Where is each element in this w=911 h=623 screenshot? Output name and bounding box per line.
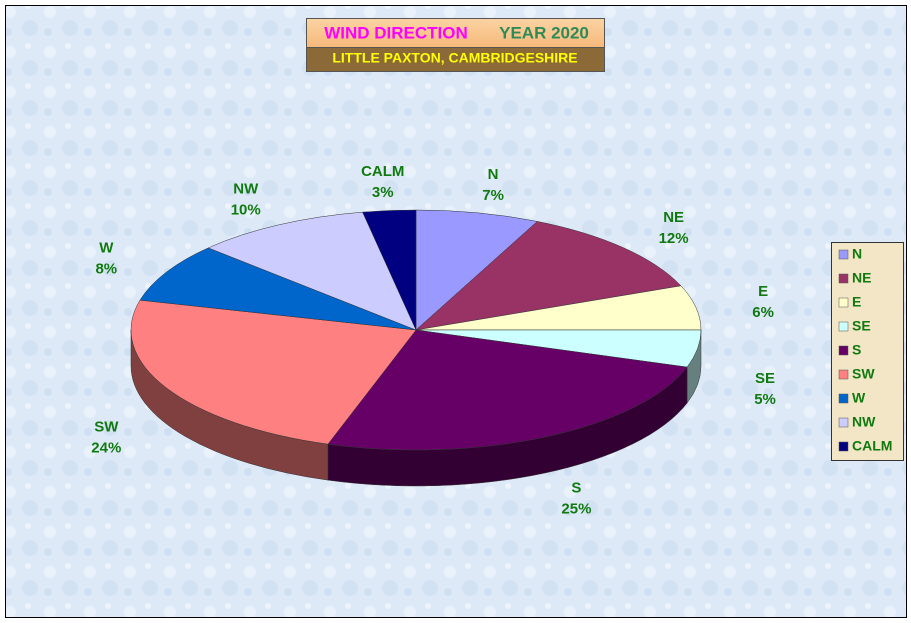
- slice-label: E: [758, 283, 768, 300]
- legend-swatch: [838, 369, 849, 380]
- slice-label: S: [571, 480, 581, 497]
- slice-label: NW: [233, 181, 259, 198]
- legend-label: CALM: [852, 438, 892, 454]
- slice-label: NE: [663, 209, 684, 226]
- slice-value-label: 8%: [95, 260, 117, 277]
- legend-swatch: [838, 321, 849, 332]
- pie: N 7% NE 12% E 6% SE 5% S 25% SW 24% W 8% NW 10% CALM 3%: [91, 163, 776, 518]
- chart-title: WIND DIRECTION: [324, 23, 468, 42]
- legend-swatch: [838, 273, 849, 284]
- legend-swatch: [838, 297, 849, 308]
- slice-value-label: 24%: [91, 440, 121, 457]
- legend-swatch: [838, 441, 849, 452]
- slice: [130, 299, 417, 445]
- legend-label: NE: [852, 270, 871, 286]
- legend-swatch: [838, 345, 849, 356]
- legend-swatch: [838, 249, 849, 260]
- legend-swatch: [838, 393, 849, 404]
- slice-value-label: 6%: [752, 304, 774, 321]
- legend-label: N: [852, 246, 862, 262]
- slice-label: N: [488, 166, 499, 183]
- legend-label: E: [852, 294, 861, 310]
- legend-label: S: [852, 342, 861, 358]
- legend: N NE E SE S SW W NW CALM: [831, 242, 904, 461]
- slice: [139, 247, 417, 331]
- legend-label: NW: [852, 414, 876, 430]
- slice: [415, 209, 538, 331]
- slice-value-label: 12%: [659, 230, 689, 247]
- slice-value-label: 5%: [754, 391, 776, 408]
- legend-label: SE: [852, 318, 871, 334]
- legend-label: W: [852, 390, 866, 406]
- chart-year: YEAR 2020: [499, 23, 589, 42]
- slice: [362, 209, 417, 331]
- slice: [415, 221, 682, 331]
- slice-label: SE: [755, 370, 775, 387]
- slice-label: SW: [94, 419, 119, 436]
- slice: [207, 211, 417, 331]
- slice-value-label: 7%: [482, 187, 504, 204]
- legend-swatch: [838, 417, 849, 428]
- slice-label: CALM: [361, 163, 404, 180]
- title-box: WIND DIRECTION YEAR 2020 LITTLE PAXTON, …: [306, 18, 605, 72]
- chart-subtitle: LITTLE PAXTON, CAMBRIDGESHIRE: [332, 50, 577, 66]
- slice: [327, 329, 688, 451]
- slice-value-label: 3%: [372, 184, 394, 201]
- slice-label: W: [99, 239, 114, 256]
- slice-value-label: 10%: [231, 202, 261, 219]
- slice-value-label: 25%: [561, 501, 591, 518]
- legend-label: SW: [852, 366, 875, 382]
